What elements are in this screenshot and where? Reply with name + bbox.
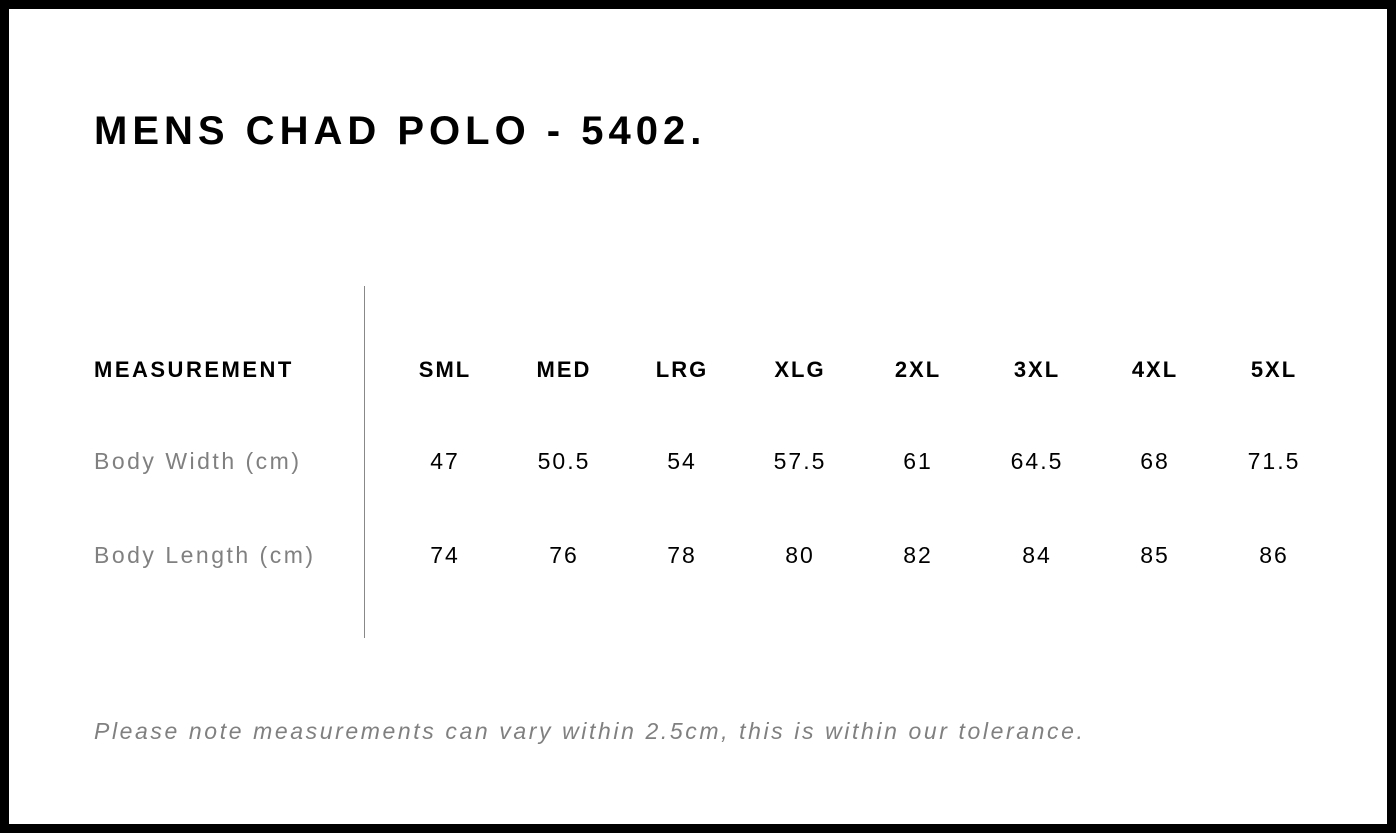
table-cell: 74 bbox=[430, 542, 460, 568]
table-cell: 68 bbox=[1140, 448, 1170, 474]
table-cell: 82 bbox=[903, 542, 933, 568]
size-header-2xl: 2XL bbox=[894, 357, 942, 382]
row-label-body-length: Body Length (cm) bbox=[94, 542, 316, 568]
column-divider bbox=[364, 286, 365, 638]
size-header-med: MED bbox=[536, 357, 592, 382]
size-header-xlg: XLG bbox=[774, 357, 826, 382]
measurement-header: MEASUREMENT bbox=[94, 357, 294, 382]
size-header-4xl: 4XL bbox=[1131, 357, 1179, 382]
table-cell: 80 bbox=[785, 542, 815, 568]
size-header-sml: SML bbox=[418, 357, 472, 382]
size-header-lrg: LRG bbox=[655, 357, 709, 382]
size-header-5xl: 5XL bbox=[1250, 357, 1298, 382]
table-cell: 54 bbox=[667, 448, 697, 474]
table-cell: 47 bbox=[430, 448, 460, 474]
table-cell: 76 bbox=[549, 542, 579, 568]
table-cell: 78 bbox=[667, 542, 697, 568]
tolerance-note: Please note measurements can vary within… bbox=[94, 718, 1086, 744]
table-cell: 64.5 bbox=[1010, 448, 1064, 474]
table-cell: 86 bbox=[1259, 542, 1289, 568]
table-cell: 84 bbox=[1022, 542, 1052, 568]
row-label-body-width: Body Width (cm) bbox=[94, 448, 302, 474]
table-cell: 57.5 bbox=[773, 448, 827, 474]
table-cell: 85 bbox=[1140, 542, 1170, 568]
table-cell: 71.5 bbox=[1247, 448, 1301, 474]
page-title: MENS CHAD POLO - 5402. bbox=[94, 109, 707, 153]
table-cell: 61 bbox=[903, 448, 933, 474]
size-header-3xl: 3XL bbox=[1013, 357, 1061, 382]
table-cell: 50.5 bbox=[537, 448, 591, 474]
